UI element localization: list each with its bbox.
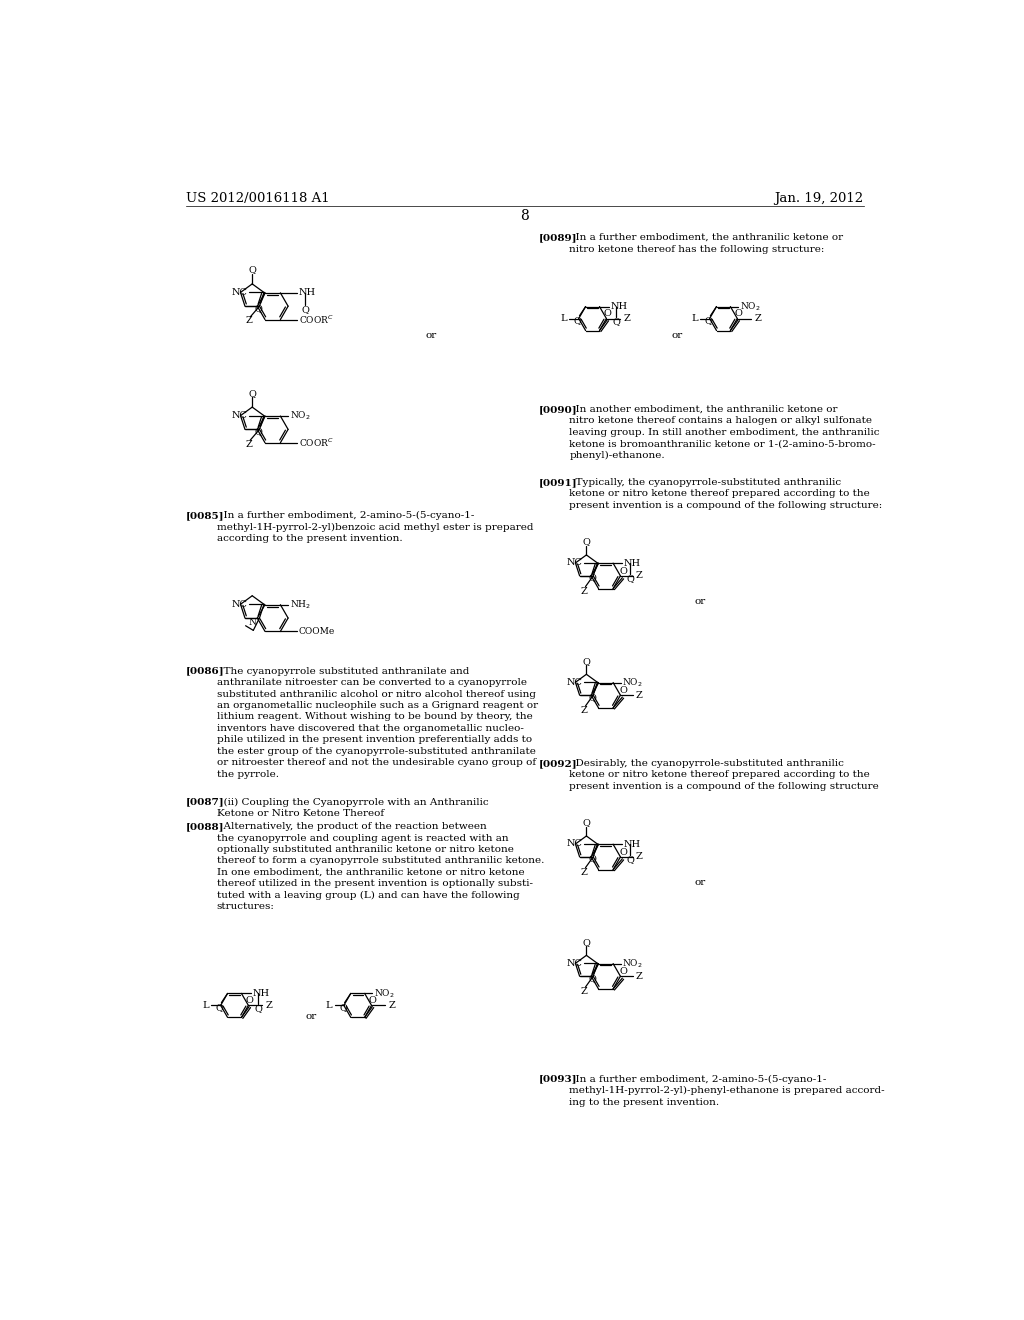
Text: 8: 8 [520,209,529,223]
Text: O: O [369,997,376,1005]
Text: In a further embodiment, 2-amino-5-(5-cyano-1-
methyl-1H-pyrrol-2-yl)benzoic aci: In a further embodiment, 2-amino-5-(5-cy… [217,511,534,544]
Text: or: or [306,1012,317,1022]
Text: Z: Z [636,972,643,981]
Text: L: L [691,314,698,323]
Text: O: O [620,849,628,857]
Text: Typically, the cyanopyrrole-substituted anthranilic
ketone or nitro ketone there: Typically, the cyanopyrrole-substituted … [569,478,883,510]
Text: The cyanopyrrole substituted anthranilate and
anthranilate nitroester can be con: The cyanopyrrole substituted anthranilat… [217,667,538,779]
Text: Z: Z [265,1001,272,1010]
Text: US 2012/0016118 A1: US 2012/0016118 A1 [186,191,330,205]
Text: Z: Z [755,314,761,323]
Text: Z: Z [636,690,643,700]
Text: Q: Q [589,974,596,982]
Text: Q: Q [589,693,596,702]
Text: Q: Q [583,818,591,828]
Text: Z: Z [636,572,643,581]
Text: Q: Q [589,573,596,582]
Text: Z: Z [245,440,252,449]
Text: NH: NH [252,989,269,998]
Text: Q: Q [255,304,263,313]
Text: Z: Z [581,867,588,876]
Text: Q: Q [583,657,591,665]
Text: Q: Q [583,537,591,546]
Text: [0093]: [0093] [539,1074,578,1084]
Text: Q: Q [248,389,256,397]
Text: NC: NC [566,958,582,968]
Text: COOMe: COOMe [299,627,335,636]
Text: NC: NC [231,599,247,609]
Text: Z: Z [636,853,643,862]
Text: O: O [620,568,628,576]
Text: NO$_2$: NO$_2$ [290,409,310,422]
Text: [0091]: [0091] [539,478,578,487]
Text: In a further embodiment, the anthranilic ketone or
nitro ketone thereof has the : In a further embodiment, the anthranilic… [569,234,844,253]
Text: [0087]: [0087] [186,797,224,807]
Text: NH: NH [624,840,641,849]
Text: NH$_2$: NH$_2$ [290,598,311,611]
Text: COOR$^C$: COOR$^C$ [299,437,334,449]
Text: NO$_2$: NO$_2$ [374,987,394,999]
Text: L: L [326,1001,333,1010]
Text: [0090]: [0090] [539,405,578,413]
Text: Z: Z [581,587,588,595]
Text: Z: Z [388,1001,395,1010]
Text: Q: Q [583,937,591,946]
Text: Z: Z [245,317,252,325]
Text: NH: NH [299,288,316,297]
Text: O: O [245,997,253,1005]
Text: O: O [620,968,628,977]
Text: Q: Q [216,1003,224,1011]
Text: NC: NC [231,288,247,297]
Text: Q: Q [589,854,596,863]
Text: [0086]: [0086] [186,667,224,676]
Text: L: L [560,314,567,323]
Text: NC: NC [566,840,582,849]
Text: NC: NC [566,677,582,686]
Text: (ii) Coupling the Cyanopyrrole with an Anthranilic
Ketone or Nitro Ketone Thereo: (ii) Coupling the Cyanopyrrole with an A… [217,797,488,818]
Text: Q: Q [301,305,309,314]
Text: [0092]: [0092] [539,759,578,768]
Text: Q: Q [248,265,256,275]
Text: [0085]: [0085] [186,511,224,520]
Text: NO$_2$: NO$_2$ [623,676,643,689]
Text: Q: Q [339,1003,347,1011]
Text: O: O [603,309,611,318]
Text: In another embodiment, the anthranilic ketone or
nitro ketone thereof contains a: In another embodiment, the anthranilic k… [569,405,880,459]
Text: NC: NC [231,411,247,420]
Text: Q: Q [574,315,582,325]
Text: COOR$^C$: COOR$^C$ [299,313,334,326]
Text: Q: Q [612,317,621,326]
Text: NH: NH [624,558,641,568]
Text: L: L [203,1001,209,1010]
Text: Z: Z [581,706,588,715]
Text: NO$_2$: NO$_2$ [623,957,643,970]
Text: or: or [425,331,436,341]
Text: NH: NH [610,302,628,312]
Text: Z: Z [581,987,588,997]
Text: NO$_2$: NO$_2$ [739,301,761,313]
Text: N: N [249,618,256,627]
Text: O: O [734,309,742,318]
Text: Q: Q [705,315,713,325]
Text: [0088]: [0088] [186,822,224,832]
Text: NC: NC [566,558,582,568]
Text: Q: Q [626,855,634,865]
Text: Q: Q [255,426,263,436]
Text: Jan. 19, 2012: Jan. 19, 2012 [774,191,863,205]
Text: or: or [694,878,706,887]
Text: or: or [694,597,706,606]
Text: Alternatively, the product of the reaction between
the cyanopyrrole and coupling: Alternatively, the product of the reacti… [217,822,544,911]
Text: [0089]: [0089] [539,234,578,242]
Text: Z: Z [624,314,630,323]
Text: Desirably, the cyanopyrrole-substituted anthranilic
ketone or nitro ketone there: Desirably, the cyanopyrrole-substituted … [569,759,880,791]
Text: O: O [620,686,628,696]
Text: Q: Q [626,574,634,583]
Text: or: or [672,331,683,341]
Text: In a further embodiment, 2-amino-5-(5-cyano-1-
methyl-1H-pyrrol-2-yl)-phenyl-eth: In a further embodiment, 2-amino-5-(5-cy… [569,1074,885,1107]
Text: Q: Q [254,1005,262,1014]
